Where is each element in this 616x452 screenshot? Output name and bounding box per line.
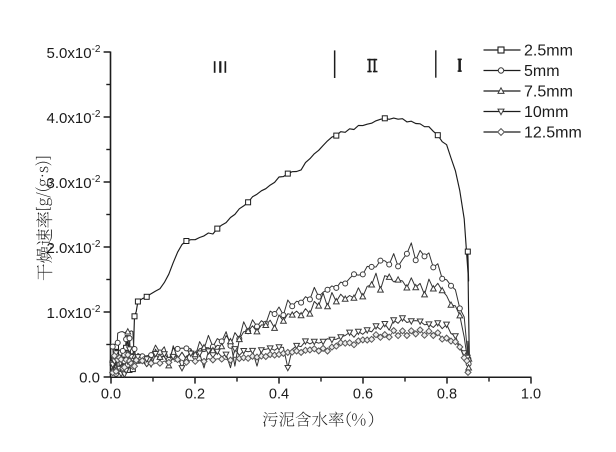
svg-text:12.5mm: 12.5mm: [524, 125, 582, 142]
svg-text:0.4: 0.4: [269, 387, 289, 403]
svg-text:0.8: 0.8: [437, 387, 457, 403]
svg-text:5.0x10-2: 5.0x10-2: [47, 44, 101, 62]
svg-text:1.0: 1.0: [521, 387, 541, 403]
svg-text:0.0: 0.0: [79, 370, 100, 387]
svg-text:5mm: 5mm: [524, 63, 560, 80]
svg-text:10mm: 10mm: [524, 104, 568, 121]
svg-text:1.0x10-2: 1.0x10-2: [47, 304, 101, 322]
svg-text:4.0x10-2: 4.0x10-2: [47, 109, 101, 127]
svg-text:7.5mm: 7.5mm: [524, 84, 573, 101]
svg-text:0.2: 0.2: [185, 387, 205, 403]
svg-text:0.0: 0.0: [101, 387, 121, 403]
svg-text:2.5mm: 2.5mm: [524, 43, 573, 60]
svg-text:0.6: 0.6: [353, 387, 373, 403]
svg-text:2.0x10-2: 2.0x10-2: [47, 239, 101, 257]
svg-text:3.0x10-2: 3.0x10-2: [47, 174, 101, 192]
